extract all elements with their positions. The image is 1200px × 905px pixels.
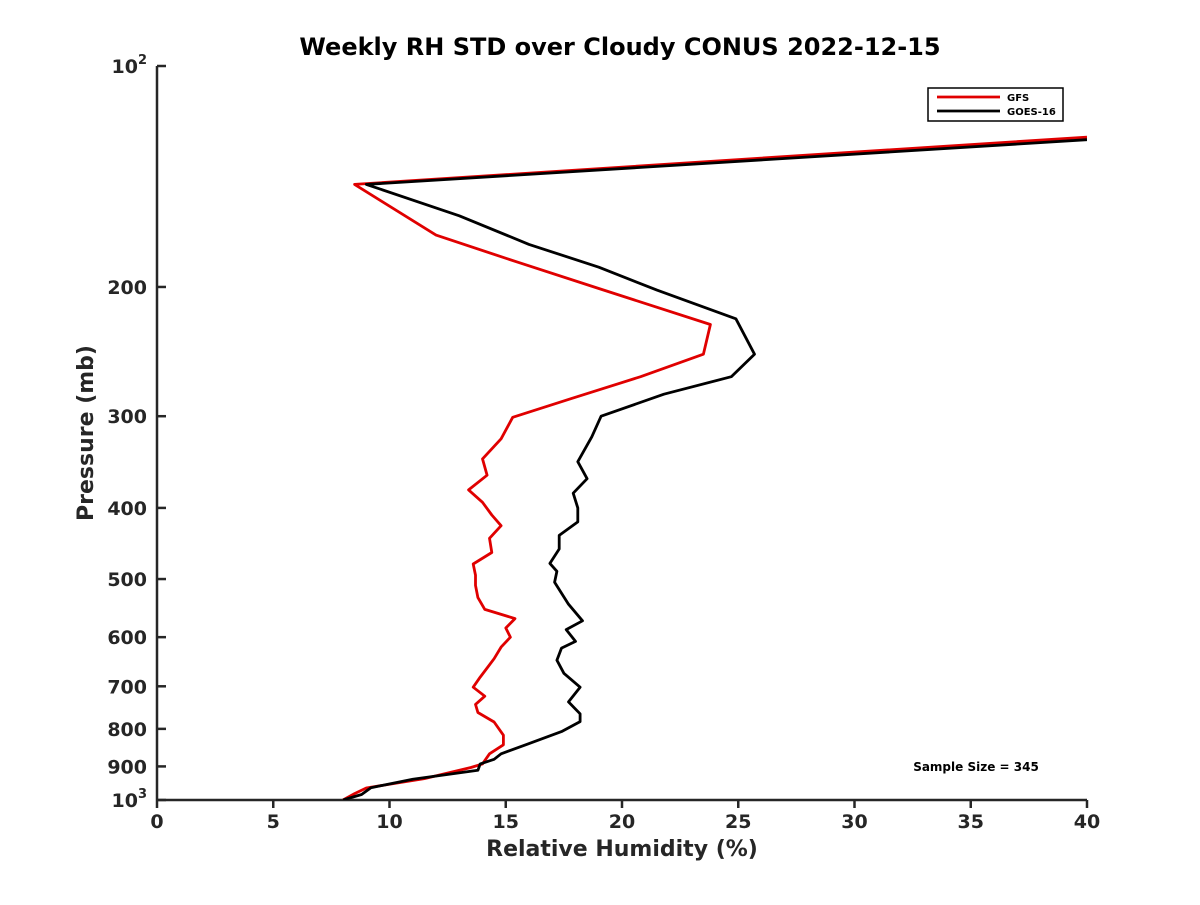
y-axis-label: Pressure (mb) [74,345,99,521]
y-tick-label-base: 900 [107,756,147,778]
y-tick-label-base: 200 [107,277,147,299]
series-layer [342,135,1087,800]
x-axis-label: Relative Humidity (%) [486,837,758,862]
x-tick-label: 15 [493,811,519,833]
y-tick-label: 102 [112,53,148,78]
y-tick-label: 500 [107,569,147,591]
y-tick-label-base: 10 [112,790,138,812]
y-tick-label-base: 600 [107,627,147,649]
y-tick-label: 800 [107,719,147,741]
y-tick-label-base: 400 [107,498,147,520]
legend-label: GOES-16 [1007,107,1056,118]
y-tick-label-base: 10 [112,56,138,78]
y-tick-label: 600 [107,627,147,649]
y-tick-label: 200 [107,277,147,299]
x-tick-label: 25 [725,811,751,833]
axes [155,66,1087,802]
legend: GFS GOES-16 [927,87,1064,122]
y-tick-label: 300 [107,406,147,428]
y-tick-label-base: 500 [107,569,147,591]
x-ticks: 0 5 10 15 20 25 30 35 40 [150,800,1100,833]
legend-label: GFS [1007,93,1029,104]
chart-title: Weekly RH STD over Cloudy CONUS 2022-12-… [299,33,940,61]
sample-size-annotation: Sample Size = 345 [913,760,1039,774]
x-tick-label: 5 [267,811,280,833]
legend-entries: GFS GOES-16 [937,93,1056,118]
y-tick-label-base: 700 [107,676,147,698]
x-tick-label: 10 [376,811,402,833]
y-tick-label-base: 800 [107,719,147,741]
y-tick-label: 900 [107,756,147,778]
x-tick-label: 20 [609,811,635,833]
x-tick-label: 40 [1074,811,1100,833]
y-tick-label: 700 [107,676,147,698]
x-tick-label: 35 [958,811,984,833]
series-line-gfs [342,135,1087,800]
y-tick-label: 400 [107,498,147,520]
y-tick-label-exponent: 3 [138,787,147,802]
series-line-goes-16 [342,138,1087,800]
x-tick-label: 30 [841,811,867,833]
y-tick-label-exponent: 2 [138,53,147,68]
legend-box [927,87,1064,122]
y-tick-label: 103 [112,787,148,812]
y-tick-label-base: 300 [107,406,147,428]
x-tick-label: 0 [150,811,163,833]
